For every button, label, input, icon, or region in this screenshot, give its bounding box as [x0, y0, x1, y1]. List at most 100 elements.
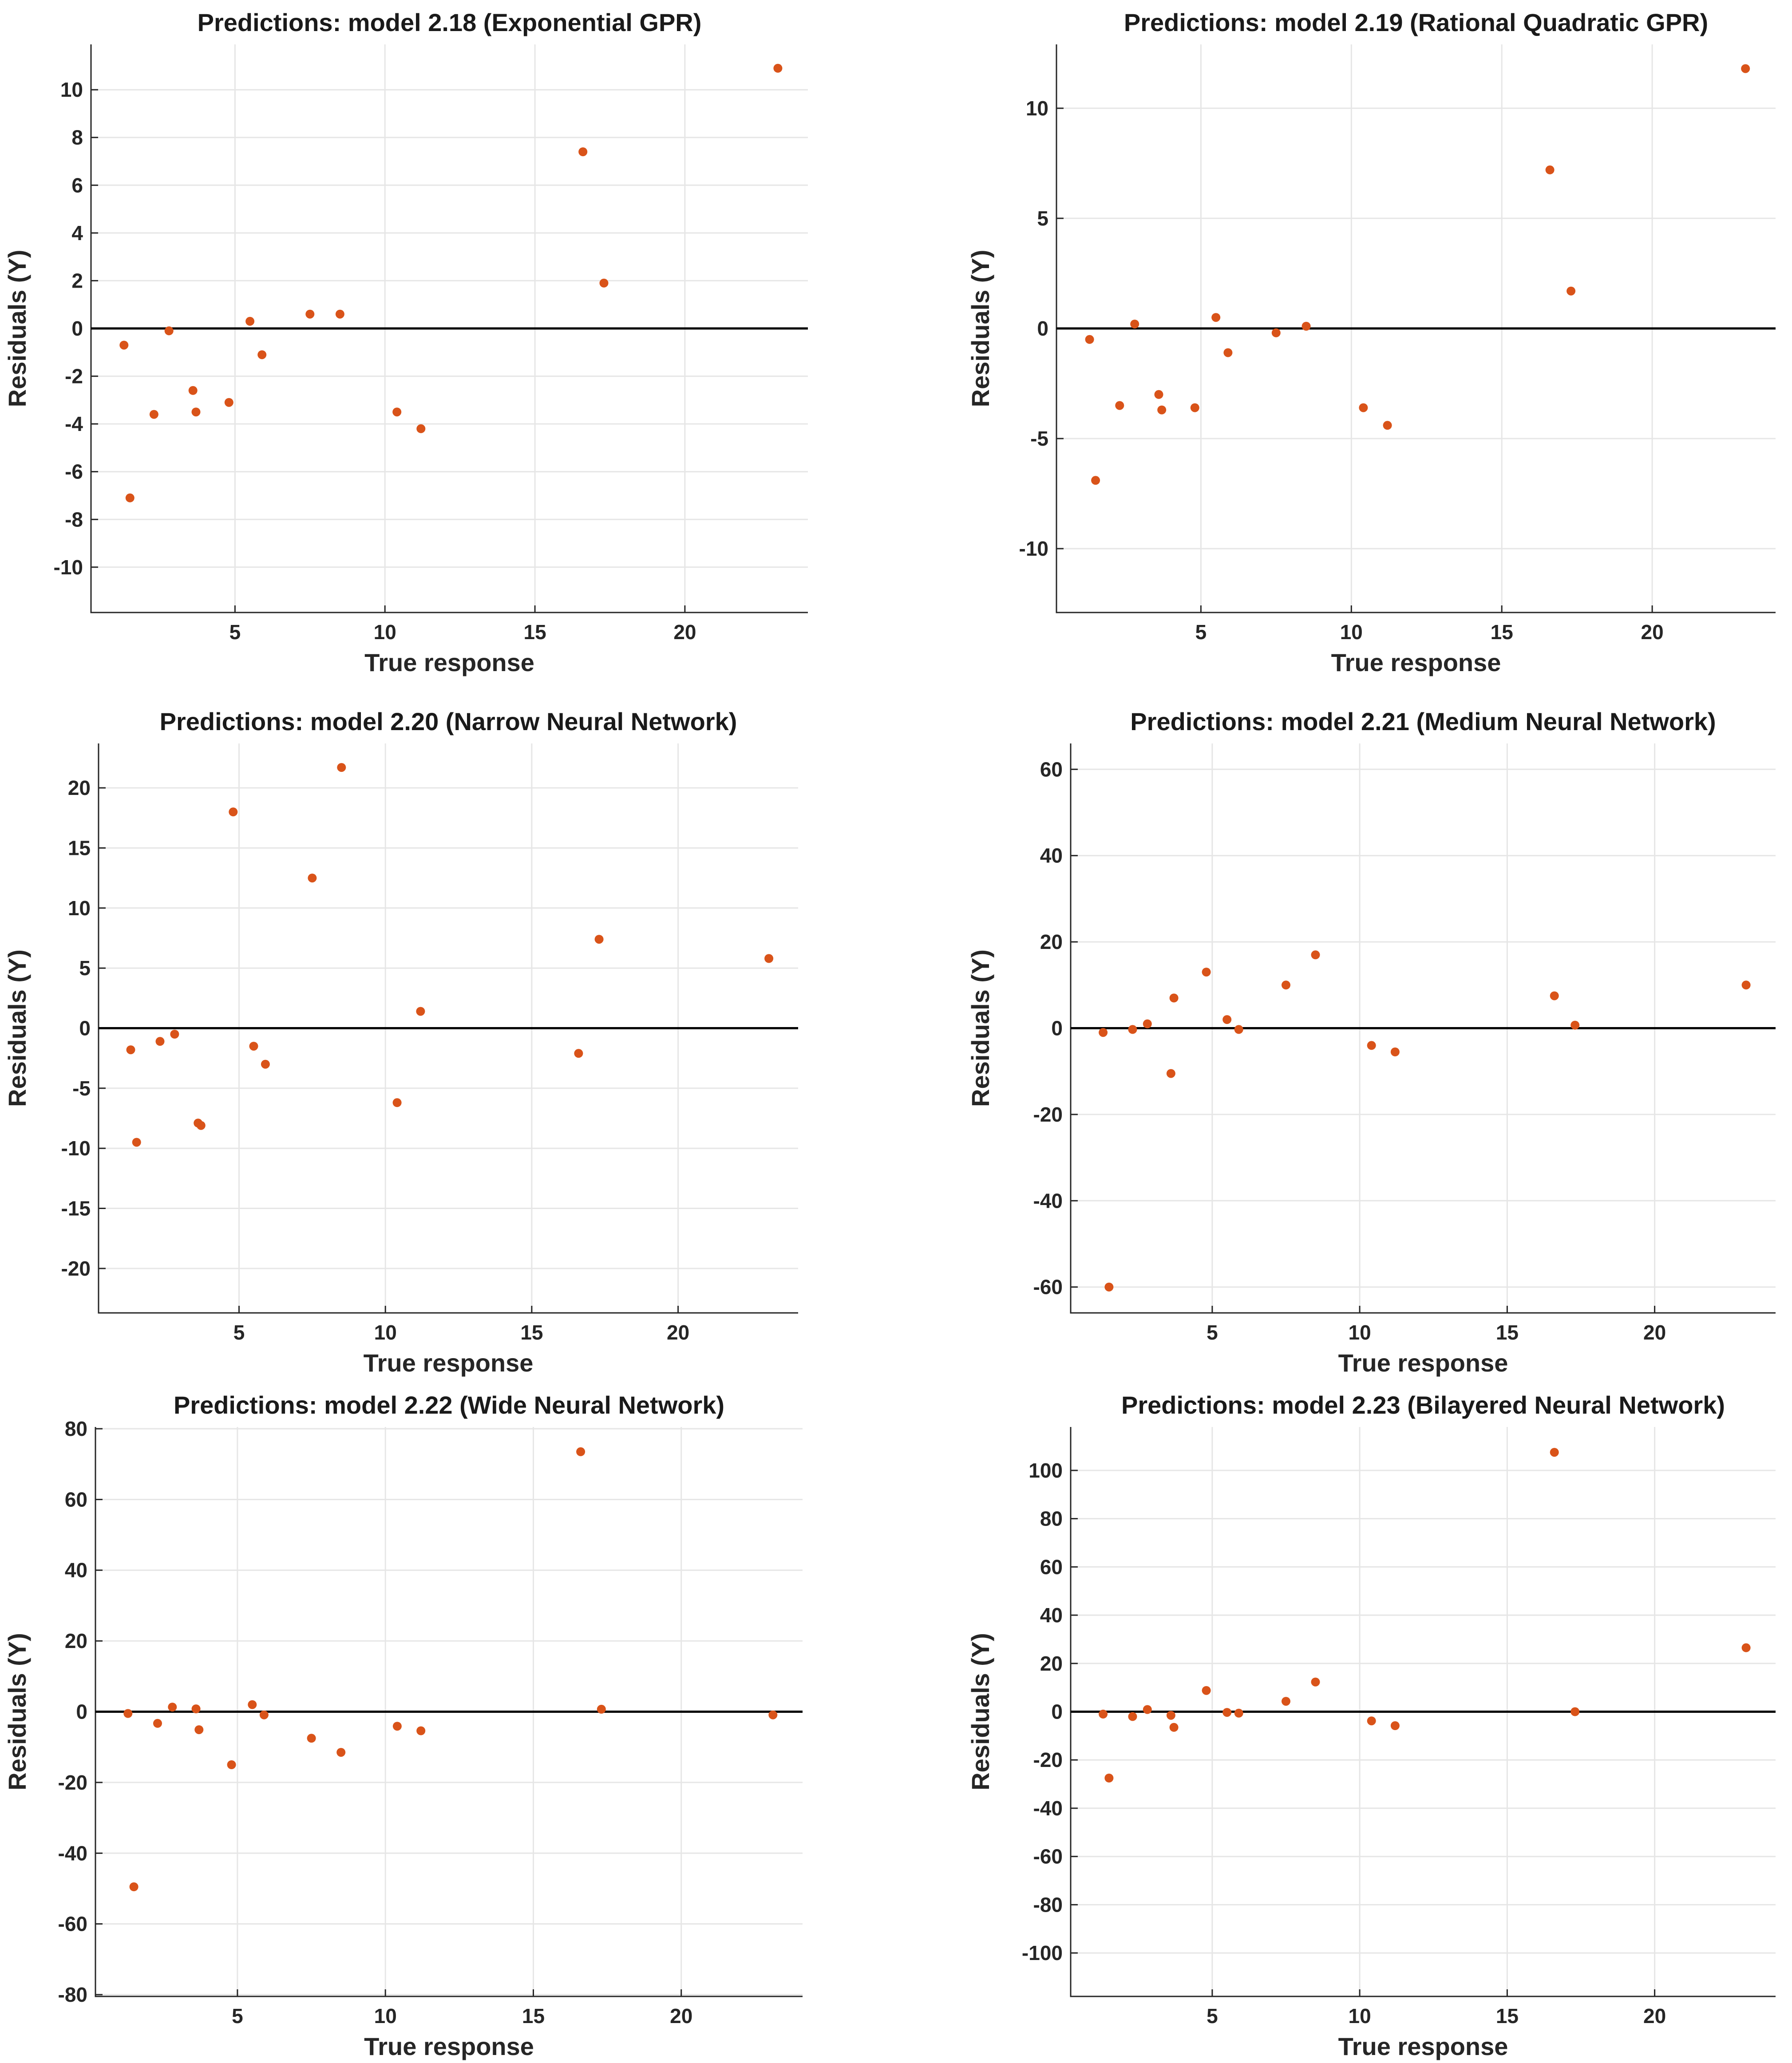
y-tick-label: -8 — [65, 508, 83, 531]
y-axis-label: Residuals (Y) — [3, 949, 31, 1107]
y-tick-label: 5 — [79, 956, 91, 980]
chart-title: Predictions: model 2.18 (Exponential GPR… — [198, 8, 702, 36]
axes-frame — [98, 743, 798, 1314]
y-tick-label: -20 — [1033, 1103, 1063, 1126]
data-point — [164, 326, 174, 336]
data-point — [1202, 968, 1211, 977]
x-tick-label: 15 — [1496, 1321, 1519, 1344]
chart-panel-2: 5 10 15 20 -10 -5 0 5 10 Predictions: model 2.19 … — [963, 0, 1792, 686]
y-tick-label: -15 — [61, 1197, 91, 1220]
data-point — [416, 1007, 425, 1016]
y-axis-label: Residuals (Y) — [966, 1633, 994, 1790]
y-tick-label: 10 — [1026, 97, 1048, 120]
x-tick-label: 20 — [673, 620, 696, 644]
x-tick-label: 5 — [233, 1321, 245, 1344]
y-tick-label: 10 — [60, 78, 83, 101]
data-point — [594, 935, 604, 944]
data-point — [170, 1030, 179, 1039]
data-point — [576, 1447, 585, 1456]
data-point — [257, 350, 267, 360]
data-point — [1367, 1041, 1376, 1050]
data-point — [126, 1045, 135, 1055]
data-point — [416, 1726, 426, 1735]
data-point — [194, 1725, 204, 1735]
data-point — [1311, 950, 1320, 960]
x-tick-label: 10 — [374, 620, 396, 644]
x-tick-label: 5 — [1195, 620, 1207, 644]
data-point — [1567, 286, 1576, 296]
data-point — [248, 1700, 257, 1709]
x-tick-label: 10 — [1349, 2004, 1371, 2027]
chart-panel-5: 5 10 15 20 -80 -60 -40 -20 0 20 40 60 80 Predictions:… — [0, 1383, 830, 2061]
data-point — [1211, 313, 1221, 322]
x-tick-label: 10 — [374, 1321, 397, 1344]
chart-title: Predictions: model 2.23 (Bilayered Neura… — [1121, 1391, 1725, 1419]
y-tick-label: -20 — [1033, 1748, 1063, 1771]
x-tick-label: 20 — [1641, 620, 1664, 644]
chart-title: Predictions: model 2.21 (Medium Neural N… — [1130, 707, 1716, 735]
y-tick-label: 20 — [1040, 1652, 1063, 1675]
axes-frame — [95, 1427, 803, 1997]
y-tick-label: -5 — [1030, 427, 1048, 450]
data-point — [119, 340, 129, 350]
y-tick-label: -20 — [58, 1771, 87, 1794]
data-point — [336, 1748, 346, 1757]
data-point — [337, 763, 346, 772]
data-point — [1104, 1282, 1114, 1292]
y-tick-label: -6 — [65, 460, 83, 483]
data-point — [259, 1710, 269, 1719]
data-point — [574, 1049, 583, 1058]
chart-panel-3: 5 10 15 20 -20 -15 -10 -5 0 5 10 15 20 Predictions: m… — [0, 699, 830, 1383]
x-tick-label: 15 — [524, 620, 546, 644]
y-tick-label: 10 — [68, 897, 91, 920]
data-point — [335, 309, 344, 319]
chart-title: Predictions: model 2.22 (Wide Neural Net… — [174, 1391, 724, 1419]
y-tick-label: -20 — [61, 1257, 91, 1280]
y-tick-label: 2 — [71, 269, 83, 292]
chart-title: Predictions: model 2.20 (Narrow Neural N… — [160, 707, 737, 735]
data-point — [227, 1760, 236, 1769]
chart-panel-4: 5 10 15 20 -60 -40 -20 0 20 40 60 Predictions: mode… — [963, 699, 1792, 1383]
y-tick-label: -10 — [1019, 537, 1048, 560]
y-tick-label: 40 — [65, 1559, 87, 1582]
data-point — [1222, 1015, 1232, 1024]
x-axis-label: True response — [1338, 2032, 1508, 2060]
chart-svg: 5 10 15 20 -80 -60 -40 -20 0 20 40 60 80 Predictions:… — [3, 1391, 803, 2060]
y-tick-label: -10 — [54, 556, 83, 579]
axes-frame — [1070, 1427, 1776, 1997]
data-point — [305, 309, 315, 319]
y-axis-label: Residuals (Y) — [3, 1633, 31, 1790]
data-point — [123, 1709, 133, 1718]
x-tick-label: 5 — [1207, 1321, 1218, 1344]
data-point — [1390, 1721, 1400, 1730]
y-tick-label: 20 — [1040, 930, 1063, 953]
data-point — [308, 873, 317, 883]
y-tick-label: -40 — [1033, 1189, 1063, 1212]
y-tick-label: -100 — [1022, 1941, 1063, 1964]
data-point — [1223, 348, 1233, 357]
x-axis-label: True response — [1338, 1349, 1508, 1377]
data-point — [1130, 320, 1139, 329]
data-point — [768, 1710, 778, 1719]
y-tick-label: 4 — [71, 221, 83, 245]
chart-svg: 5 10 15 20 -60 -40 -20 0 20 40 60 Predictions: mode… — [966, 707, 1776, 1377]
data-point — [1099, 1028, 1108, 1037]
y-tick-label: 80 — [1040, 1507, 1063, 1530]
data-point — [153, 1719, 162, 1728]
data-point — [1383, 421, 1392, 430]
data-point — [1550, 1448, 1559, 1457]
data-point — [1390, 1047, 1400, 1056]
x-axis-label: True response — [1331, 648, 1501, 676]
data-point — [1741, 980, 1751, 990]
y-tick-label: -40 — [58, 1842, 87, 1865]
data-point — [1154, 390, 1163, 399]
data-point — [416, 424, 426, 433]
data-point — [196, 1121, 206, 1130]
y-tick-label: 6 — [71, 174, 83, 197]
y-tick-label: -5 — [72, 1077, 91, 1100]
data-point — [1104, 1774, 1114, 1782]
data-point — [1234, 1708, 1243, 1718]
x-tick-label: 20 — [1643, 2004, 1666, 2027]
x-axis-label: True response — [364, 648, 534, 676]
